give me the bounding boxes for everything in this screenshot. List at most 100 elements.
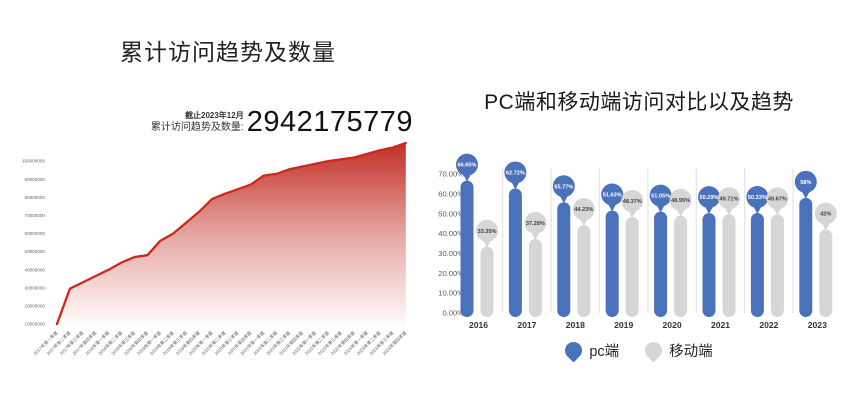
- mobile-bar-2019: [625, 216, 639, 317]
- mobile-balloon-2019: [621, 189, 644, 212]
- balloon-value: 55.77%: [554, 184, 573, 190]
- pc-bar-2020: [654, 211, 668, 317]
- y-tick-label: 10000000: [25, 322, 46, 327]
- pc-balloon-2019: [601, 183, 624, 206]
- mobile-bar-2018: [577, 225, 591, 317]
- balloon-value: 33.35%: [478, 229, 497, 235]
- cumulative-chart-title: 累计访问趋势及数量: [120, 39, 336, 65]
- pc-bar-2017: [508, 188, 522, 317]
- y-tick-label: 10.00%: [438, 289, 464, 298]
- legend-item-mobile: 移动端: [645, 340, 713, 361]
- y-tick-label: 60.00%: [438, 189, 464, 198]
- y-tick-label: 40000000: [25, 267, 46, 272]
- mobile-balloon-2020: [669, 188, 692, 211]
- balloon-value: 51.05%: [651, 194, 670, 200]
- balloon-value: 66.65%: [458, 163, 477, 169]
- y-tick-label: 30.00%: [438, 249, 464, 258]
- right-y-axis: 0.00% 10.00% 20.00% 30.00% 40.00% 50.00% 60.00…: [438, 170, 464, 318]
- y-tick-label: 100000000: [22, 159, 45, 164]
- pc-bar-2021: [702, 213, 716, 317]
- y-tick-label: 50000000: [25, 249, 46, 254]
- balloon-value: 44.23%: [574, 207, 593, 213]
- mobile-legend-pin-icon: [645, 342, 663, 359]
- y-tick-label: 20000000: [25, 304, 46, 309]
- y-tick-label: 70000000: [25, 213, 46, 218]
- year-label: 2020: [663, 320, 682, 330]
- pc-bar-2019: [605, 210, 619, 317]
- year-label: 2016: [469, 320, 488, 330]
- legend-label: 移动端: [669, 344, 713, 360]
- balloon-value: 49.71%: [720, 196, 739, 202]
- balloon-value: 50.29%: [700, 195, 719, 201]
- stat-captions: 截止2023年12月 累计访问趋势及数量:: [151, 111, 244, 137]
- balloon-value: 49.67%: [768, 196, 787, 202]
- comparison-chart-title: PC端和移动端访问对比以及趋势: [484, 91, 794, 114]
- cumulative-visits-panel: 累计访问趋势及数量 截止2023年12月 累计访问趋势及数量: 29421757…: [22, 39, 413, 357]
- group-separators: [502, 168, 794, 313]
- pc-mobile-lollipop-chart: 0.00% 10.00% 20.00% 30.00% 40.00% 50.00% 60.00…: [438, 153, 837, 330]
- cumulative-stat: 截止2023年12月 累计访问趋势及数量: 2942175779: [150, 106, 413, 138]
- year-label: 2021: [711, 320, 730, 330]
- y-tick-label: 40.00%: [438, 229, 464, 238]
- balloon-value: 58%: [800, 180, 811, 186]
- balloon-value: 42%: [820, 212, 831, 218]
- mobile-balloon-2018: [572, 198, 595, 221]
- mobile-balloon-2023: [814, 202, 837, 225]
- stat-label: 累计访问趋势及数量:: [150, 121, 244, 133]
- mobile-balloon-2021: [718, 187, 740, 210]
- balloon-value: 48.37%: [623, 199, 642, 205]
- left-x-axis: 2017年第一季度2017年第二季度2017年第三季度2017年第四季度2018…: [32, 329, 409, 357]
- left-y-axis: 10000000 20000000 30000000 40000000 50000000…: [22, 159, 45, 327]
- asof-note: 截止2023年12月: [185, 110, 244, 120]
- pc-balloon-2023: [794, 170, 817, 193]
- pc-balloon-2018: [552, 175, 575, 198]
- mobile-balloon-2022: [766, 187, 789, 210]
- mobile-bar-2020: [674, 215, 688, 317]
- pc-bar-2023: [799, 197, 813, 317]
- area-fill: [57, 143, 406, 324]
- y-tick-label: 80000000: [25, 195, 46, 200]
- mobile-bar-2017: [528, 238, 542, 317]
- pc-mobile-panel: PC端和移动端访问对比以及趋势 0.00% 10.00% 20.00% 30.00% 4…: [426, 0, 852, 411]
- pc-bar-2022: [750, 213, 764, 317]
- year-label: 2018: [566, 320, 585, 330]
- year-label: 2022: [759, 320, 778, 330]
- pc-balloon-2022: [746, 186, 769, 209]
- pc-balloon-2017: [504, 161, 527, 184]
- y-tick-label: 70.00%: [438, 170, 464, 179]
- legend-item-pc: pc端: [565, 340, 619, 361]
- pc-legend-pin-icon: [565, 342, 583, 359]
- balloon-value: 37.28%: [526, 221, 545, 227]
- y-tick-label: 20.00%: [438, 269, 464, 278]
- pc-balloon-2016: [456, 153, 478, 176]
- year-label: 2017: [517, 320, 536, 330]
- y-tick-label: 50.00%: [438, 209, 464, 218]
- bars: 66.65% 33.35% 62.72% 37.28% 55.77% 44.23% 51.6…: [456, 153, 837, 317]
- chart-legend: pc端 移动端: [426, 340, 852, 361]
- trend-line: [55, 141, 407, 326]
- mobile-bar-2016: [480, 246, 494, 317]
- mobile-balloon-2017: [524, 211, 547, 234]
- balloon-value: 62.72%: [506, 170, 525, 176]
- pc-balloon-2020: [649, 184, 672, 207]
- y-tick-label: 90000000: [25, 177, 46, 182]
- mobile-bar-2023: [819, 229, 833, 317]
- pc-balloon-2021: [698, 186, 720, 209]
- pc-bar-2016: [460, 180, 474, 317]
- mobile-bar-2021: [722, 214, 736, 317]
- legend-label: pc端: [589, 344, 620, 360]
- year-label: 2023: [808, 320, 827, 330]
- year-label: 2019: [614, 320, 633, 330]
- mobile-bar-2022: [770, 214, 784, 317]
- total-visits-value: 2942175779: [246, 106, 413, 138]
- right-x-axis: 2016 2017 2018 2019 2020 2021 2022 2023: [469, 320, 827, 330]
- y-tick-label: 0.00%: [442, 309, 464, 318]
- y-tick-label: 60000000: [25, 231, 46, 236]
- y-tick-label: 30000000: [25, 285, 46, 290]
- balloon-value: 50.33%: [748, 195, 767, 201]
- mobile-balloon-2016: [476, 219, 498, 242]
- balloon-value: 48.95%: [671, 198, 690, 204]
- cumulative-visits-area-chart: 10000000 20000000 30000000 40000000 50000000…: [22, 141, 409, 357]
- pc-bar-2018: [557, 202, 571, 317]
